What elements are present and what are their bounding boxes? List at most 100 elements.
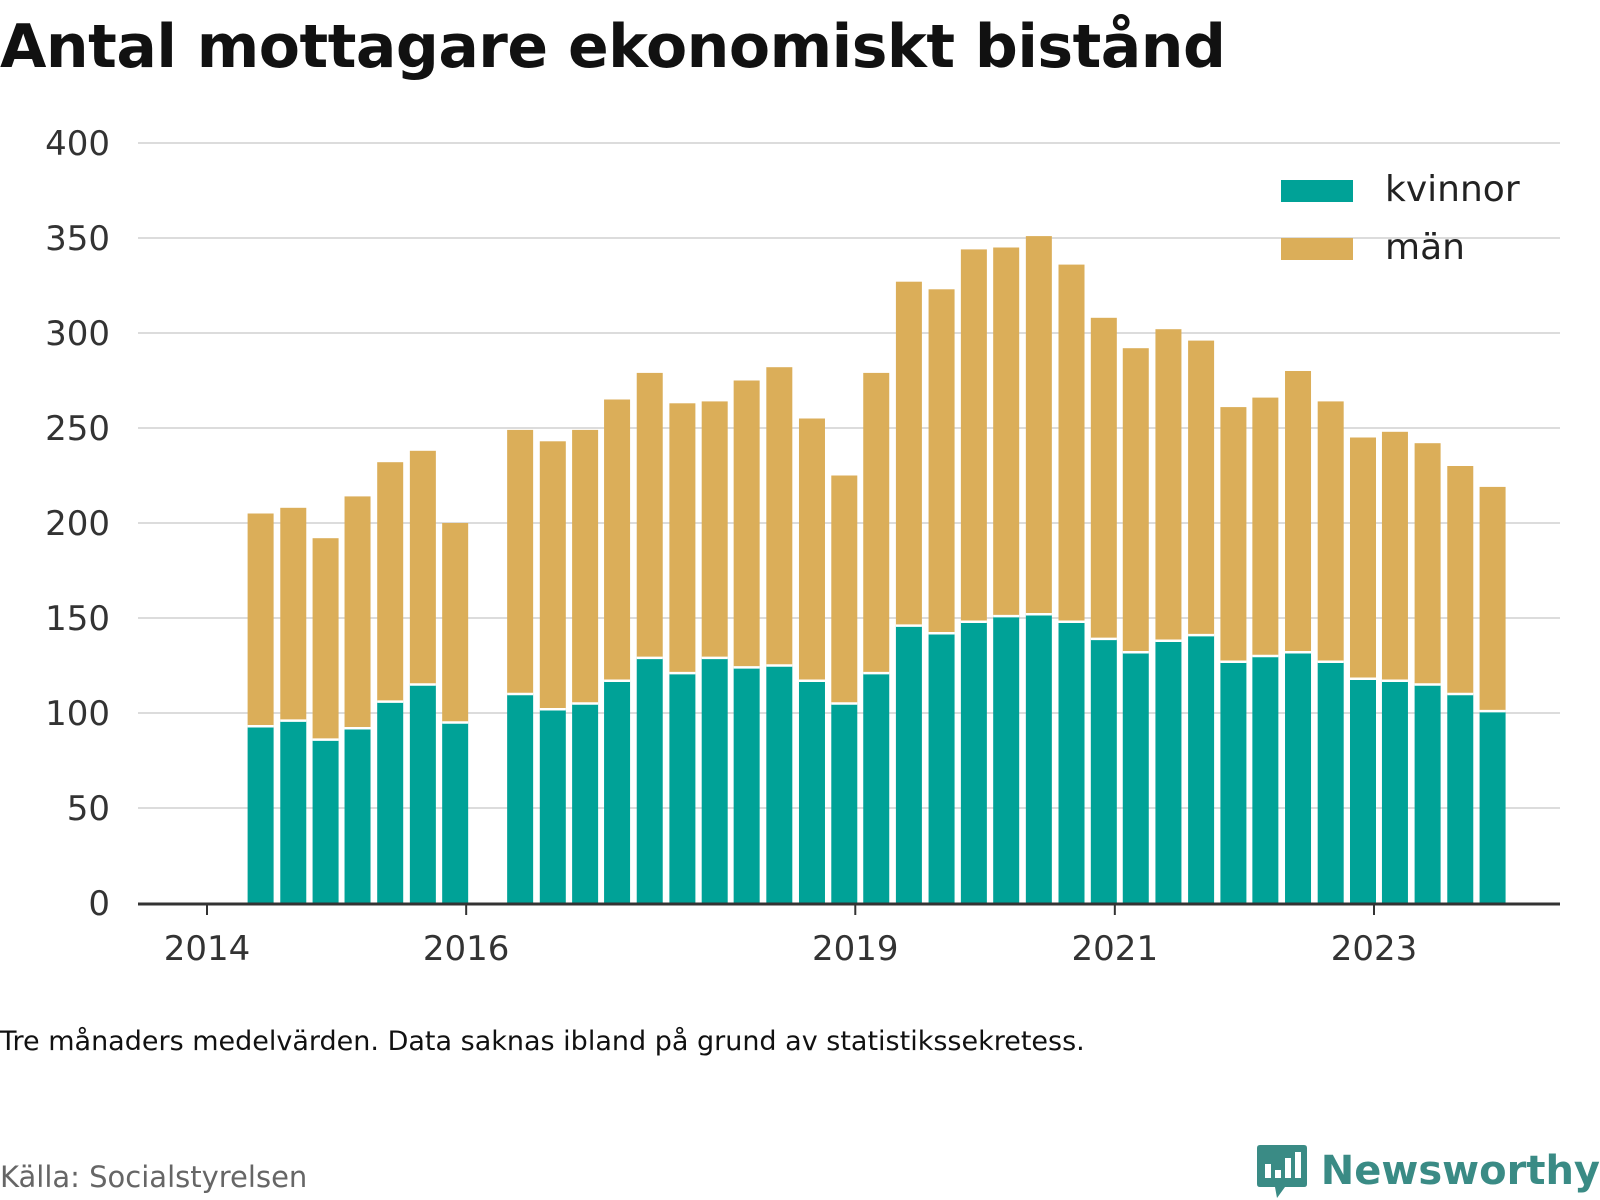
bar-man xyxy=(895,281,922,626)
y-axis-ticks: 0 50 100 150 200 250 300 350 400 xyxy=(45,124,110,924)
bar-man xyxy=(1414,443,1441,685)
y-tick-label: 50 xyxy=(67,789,110,829)
bar-man xyxy=(539,441,566,710)
bar-kvinnor xyxy=(1285,652,1312,903)
bar-kvinnor xyxy=(831,703,858,903)
bar-man xyxy=(1447,466,1474,694)
bar-man xyxy=(960,249,987,622)
y-tick-label: 150 xyxy=(45,599,110,639)
bar-man xyxy=(1188,340,1215,636)
bar-kvinnor xyxy=(701,657,728,903)
bar-kvinnor xyxy=(895,625,922,903)
bar-man xyxy=(1155,329,1182,641)
bar-kvinnor xyxy=(960,621,987,903)
bar-man xyxy=(247,513,274,727)
legend-swatch xyxy=(1281,238,1353,260)
bar-kvinnor xyxy=(1220,661,1247,903)
bar-kvinnor xyxy=(539,709,566,903)
bar-man xyxy=(733,380,760,668)
bar-man xyxy=(863,372,890,674)
bar-kvinnor xyxy=(312,739,339,903)
bar-man xyxy=(1220,407,1247,662)
newsworthy-logo-icon xyxy=(1256,1145,1307,1198)
bar-kvinnor xyxy=(1479,711,1506,903)
bar-man xyxy=(507,429,534,694)
bar-man xyxy=(1317,401,1344,662)
bar-man xyxy=(1252,397,1279,656)
brand: Newsworthy xyxy=(1255,1142,1600,1200)
bar-kvinnor xyxy=(669,673,696,903)
legend: kvinnor män xyxy=(1281,169,1520,268)
chart-note: Tre månaders medelvärden. Data saknas ib… xyxy=(0,1026,1085,1057)
bar-man xyxy=(1122,348,1149,653)
bar-kvinnor xyxy=(863,673,890,903)
bar-man xyxy=(831,475,858,704)
y-tick-label: 200 xyxy=(45,504,110,544)
y-tick-label: 0 xyxy=(88,884,110,924)
bar-man xyxy=(409,450,436,685)
bar-man xyxy=(928,289,955,634)
bar-kvinnor xyxy=(280,720,307,903)
x-tick-label: 2014 xyxy=(164,929,251,969)
bars xyxy=(247,236,1506,903)
bar-kvinnor xyxy=(1349,678,1376,903)
x-tick-label: 2021 xyxy=(1072,929,1159,969)
bar-kvinnor xyxy=(507,694,534,903)
bar-man xyxy=(1285,371,1312,653)
chart-title: Antal mottagare ekonomiskt bistånd xyxy=(0,12,1226,82)
x-tick-label: 2023 xyxy=(1331,929,1418,969)
bar-man xyxy=(636,372,663,658)
bar-kvinnor xyxy=(766,665,793,903)
bar-kvinnor xyxy=(1252,656,1279,903)
bar-kvinnor xyxy=(247,726,274,903)
bar-kvinnor xyxy=(377,701,404,903)
y-tick-label: 300 xyxy=(45,314,110,354)
bar-man xyxy=(280,507,307,721)
bar-man xyxy=(1058,264,1085,622)
bar-man xyxy=(669,403,696,674)
bar-man xyxy=(798,418,825,681)
bar-kvinnor xyxy=(572,703,599,903)
bar-kvinnor xyxy=(1122,652,1149,903)
x-tick-label: 2019 xyxy=(812,929,899,969)
bar-man xyxy=(604,399,631,681)
x-tick-label: 2016 xyxy=(423,929,510,969)
stacked-bar-chart: 0 50 100 150 200 250 300 350 400 2014 2016 2019 202… xyxy=(45,124,1560,969)
bar-kvinnor xyxy=(1447,694,1474,903)
bar-kvinnor xyxy=(636,657,663,903)
bar-kvinnor xyxy=(1058,621,1085,903)
bar-man xyxy=(993,247,1020,617)
bar-kvinnor xyxy=(442,722,469,903)
bar-man xyxy=(1479,486,1506,712)
bar-kvinnor xyxy=(344,728,371,903)
legend-swatch xyxy=(1281,180,1353,202)
legend-label: män xyxy=(1385,227,1465,268)
bar-kvinnor xyxy=(928,633,955,903)
bar-kvinnor xyxy=(1155,640,1182,903)
y-tick-label: 350 xyxy=(45,219,110,259)
bar-man xyxy=(701,401,728,658)
bar-kvinnor xyxy=(409,684,436,903)
x-axis: 2014 2016 2019 2021 2023 xyxy=(138,902,1560,969)
y-tick-label: 100 xyxy=(45,694,110,734)
bar-man xyxy=(572,429,599,704)
bar-kvinnor xyxy=(604,680,631,903)
bar-kvinnor xyxy=(1317,661,1344,903)
bar-man xyxy=(1025,236,1052,615)
bar-man xyxy=(1090,317,1117,639)
bar-man xyxy=(312,538,339,740)
bar-kvinnor xyxy=(1090,638,1117,903)
bar-kvinnor xyxy=(1025,614,1052,903)
bar-kvinnor xyxy=(1414,684,1441,903)
legend-label: kvinnor xyxy=(1385,169,1520,210)
brand-name: Newsworthy xyxy=(1320,1148,1600,1194)
bar-kvinnor xyxy=(1381,680,1408,903)
bar-kvinnor xyxy=(798,680,825,903)
y-tick-label: 250 xyxy=(45,409,110,449)
bar-kvinnor xyxy=(993,616,1020,903)
bar-man xyxy=(377,462,404,702)
y-tick-label: 400 xyxy=(45,124,110,164)
bar-man xyxy=(344,496,371,729)
source-label: Källa: Socialstyrelsen xyxy=(0,1160,308,1194)
bar-kvinnor xyxy=(733,667,760,903)
